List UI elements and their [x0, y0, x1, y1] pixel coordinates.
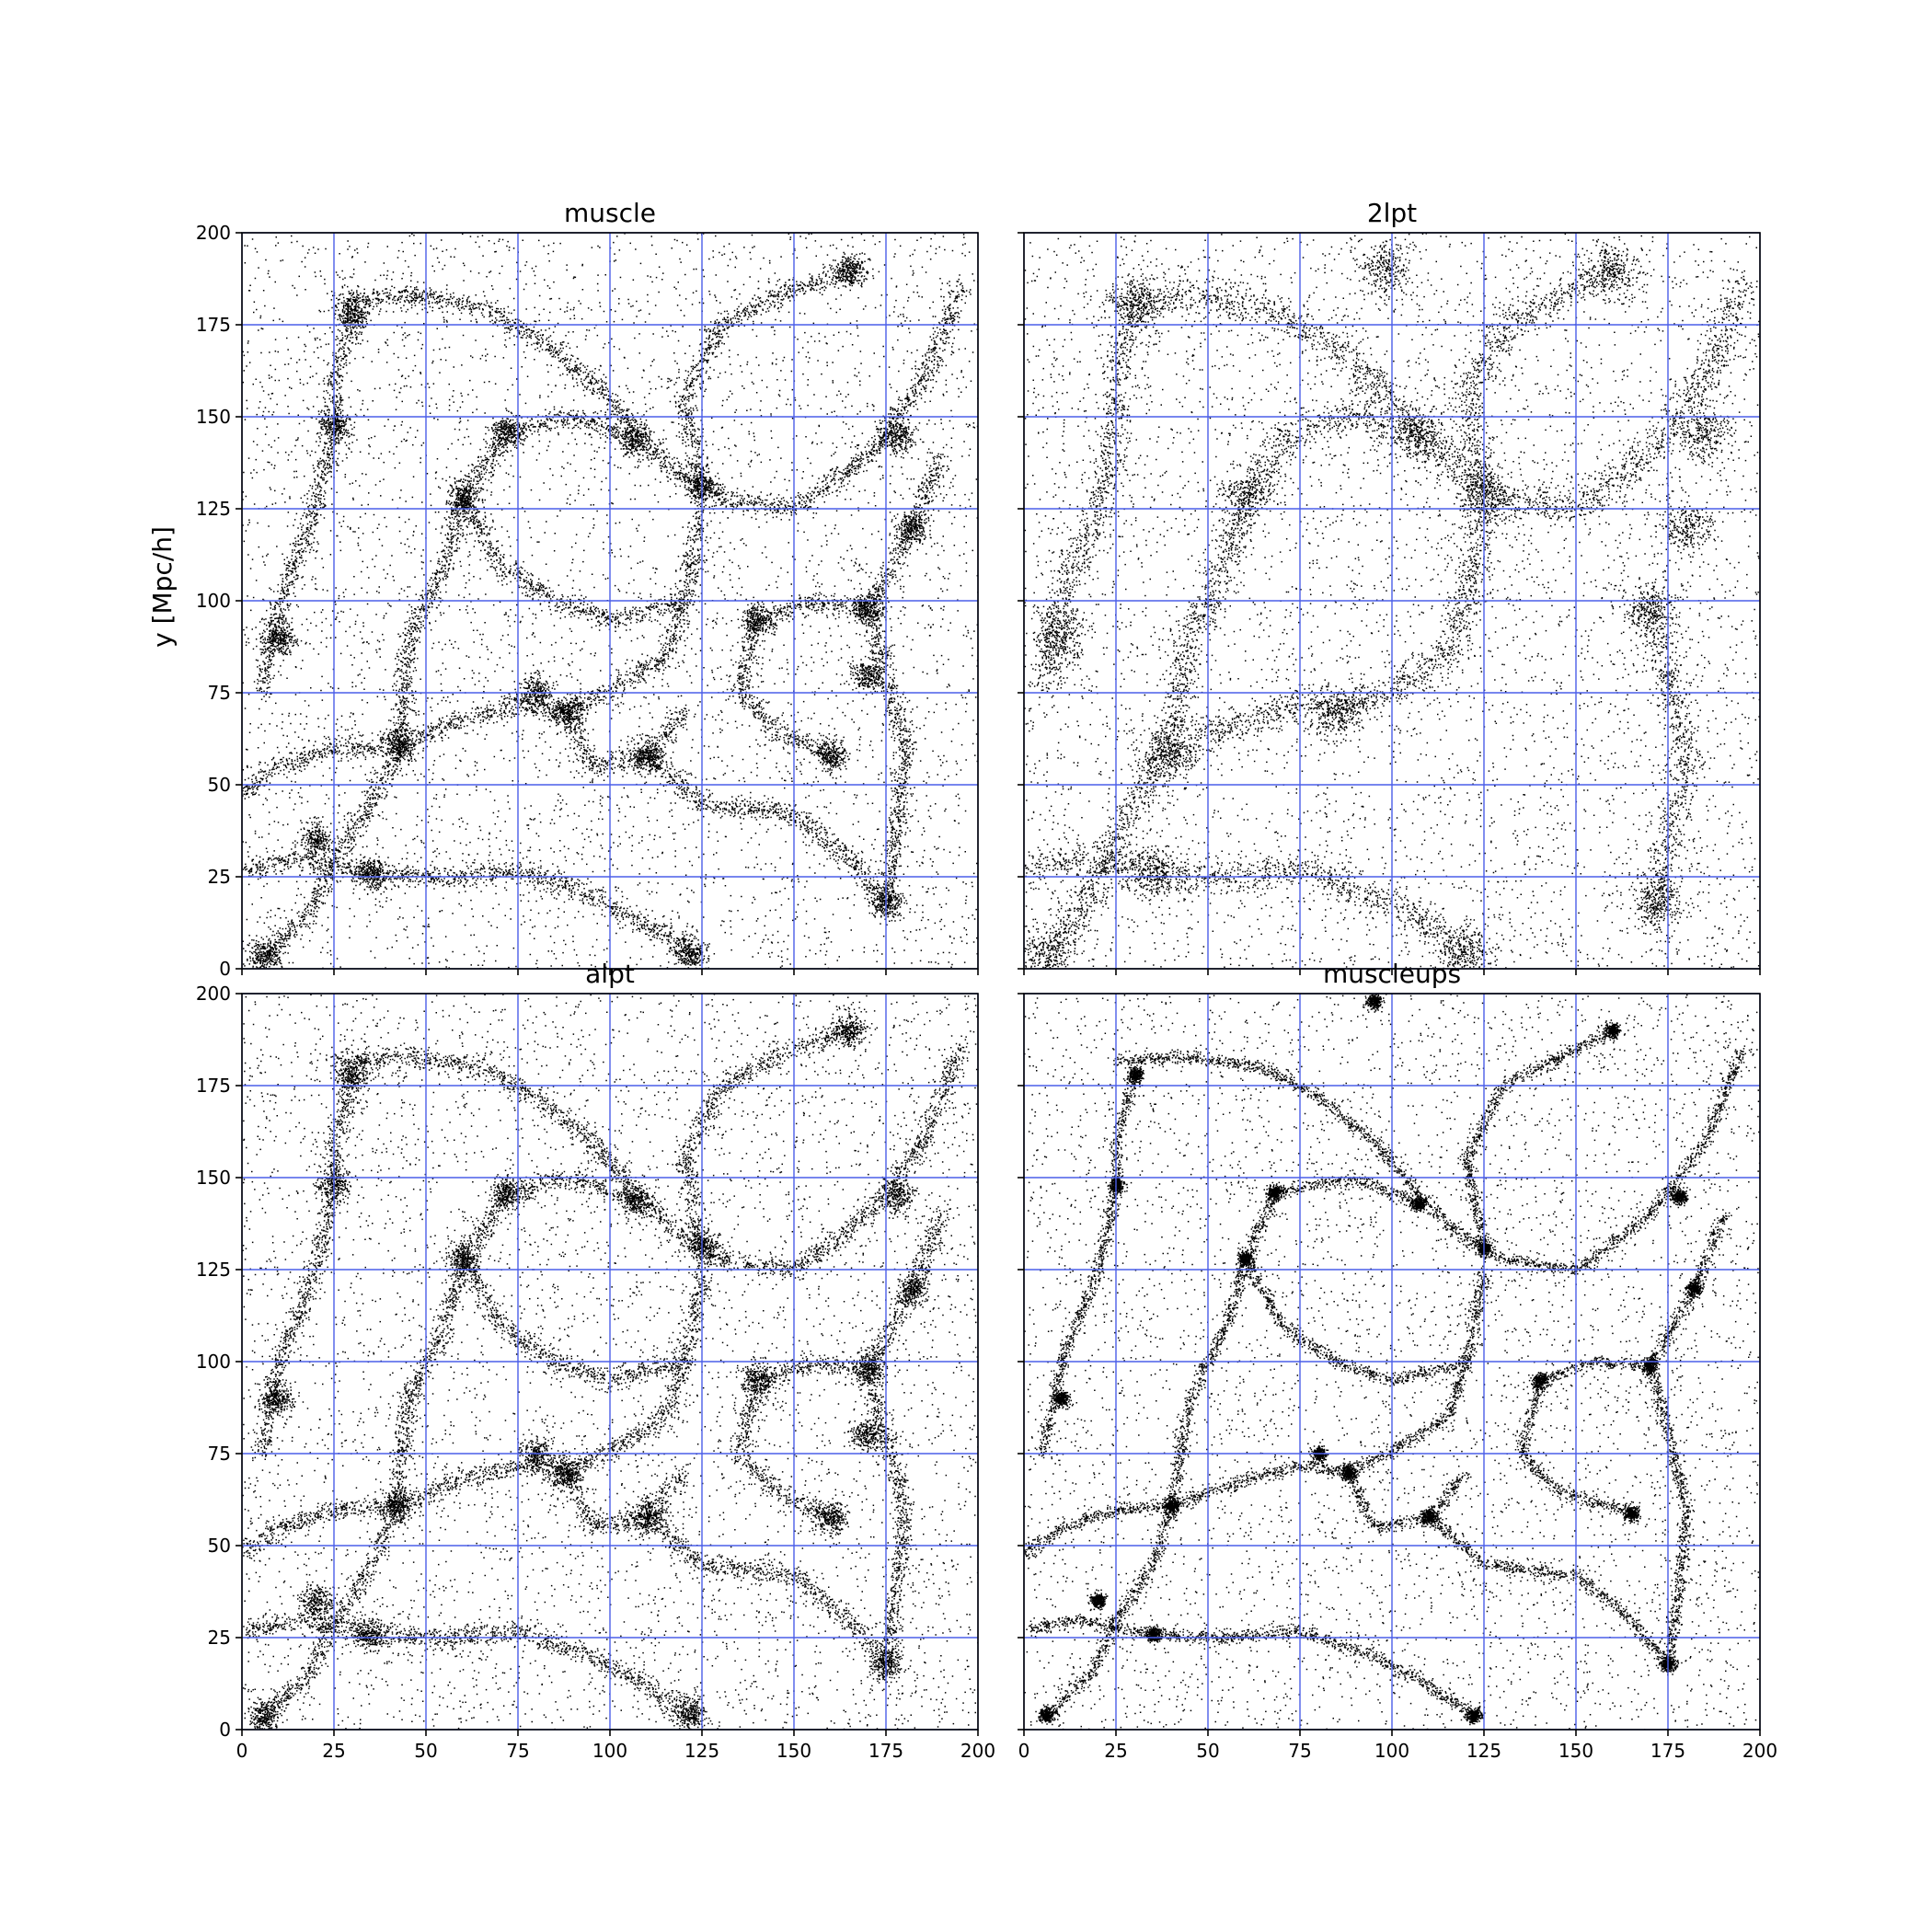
panel-title: 2lpt: [1367, 198, 1417, 228]
x-tick-label: 175: [1650, 1740, 1685, 1762]
y-tick-label: 50: [208, 774, 231, 796]
x-tick-label: 50: [1196, 1740, 1219, 1762]
y-tick-label: 100: [196, 590, 231, 612]
x-tick-label: 150: [1558, 1740, 1593, 1762]
panel-muscle: 0 25 50 75 100 125 150 175 200 muscle: [196, 198, 980, 980]
x-tick-label: 0: [1018, 1740, 1030, 1762]
x-tick-label: 125: [684, 1740, 719, 1762]
y-tick-label: 150: [196, 406, 231, 428]
y-tick-label: 175: [196, 314, 231, 336]
y-tick-label: 50: [208, 1535, 231, 1557]
panel-2lpt: 2lpt: [1018, 198, 1761, 975]
x-tick-label: 200: [1742, 1740, 1777, 1762]
panel-alpt: 0 25 50 75 100 125 150 175 200 0 25 50 75 100 125 150 17…: [196, 959, 995, 1762]
y-tick-label: 25: [208, 866, 231, 888]
y-tick-label: 25: [208, 1627, 231, 1649]
y-tick-label: 150: [196, 1167, 231, 1189]
y-tick-label: 200: [196, 983, 231, 1005]
x-tick-label: 150: [776, 1740, 811, 1762]
grid: [242, 994, 978, 1730]
panel-title: muscle: [564, 198, 656, 228]
panel-muscleups: 0 25 50 75 100 125 150 175 200 muscleups: [1018, 959, 1777, 1762]
x-tick-label: 100: [592, 1740, 627, 1762]
y-tick-label: 0: [219, 958, 231, 980]
x-tick-label: 175: [868, 1740, 903, 1762]
scatter-points: [242, 994, 979, 1731]
x-tick-label: 25: [322, 1740, 345, 1762]
x-tick-label: 200: [960, 1740, 995, 1762]
y-tick-label: 200: [196, 222, 231, 244]
y-tick-label: 125: [196, 498, 231, 520]
x-tick-label: 75: [1288, 1740, 1311, 1762]
y-axis-label: y [Mpc/h]: [147, 526, 178, 648]
y-tick-label: 75: [208, 682, 231, 704]
panel-title: alpt: [585, 959, 635, 989]
x-tick-label: 75: [506, 1740, 529, 1762]
panel-title: muscleups: [1323, 959, 1461, 989]
x-tick-label: 50: [414, 1740, 437, 1762]
y-tick-label: 125: [196, 1259, 231, 1281]
y-tick-label: 175: [196, 1075, 231, 1097]
scatter-points: [242, 233, 979, 971]
y-tick-label: 0: [219, 1719, 231, 1741]
x-tick-label: 0: [236, 1740, 248, 1762]
x-tick-label: 100: [1374, 1740, 1409, 1762]
grid: [1024, 233, 1760, 969]
x-tick-label: 125: [1466, 1740, 1501, 1762]
y-tick-label: 100: [196, 1351, 231, 1373]
y-tick-label: 75: [208, 1443, 231, 1465]
x-tick-label: 25: [1104, 1740, 1127, 1762]
